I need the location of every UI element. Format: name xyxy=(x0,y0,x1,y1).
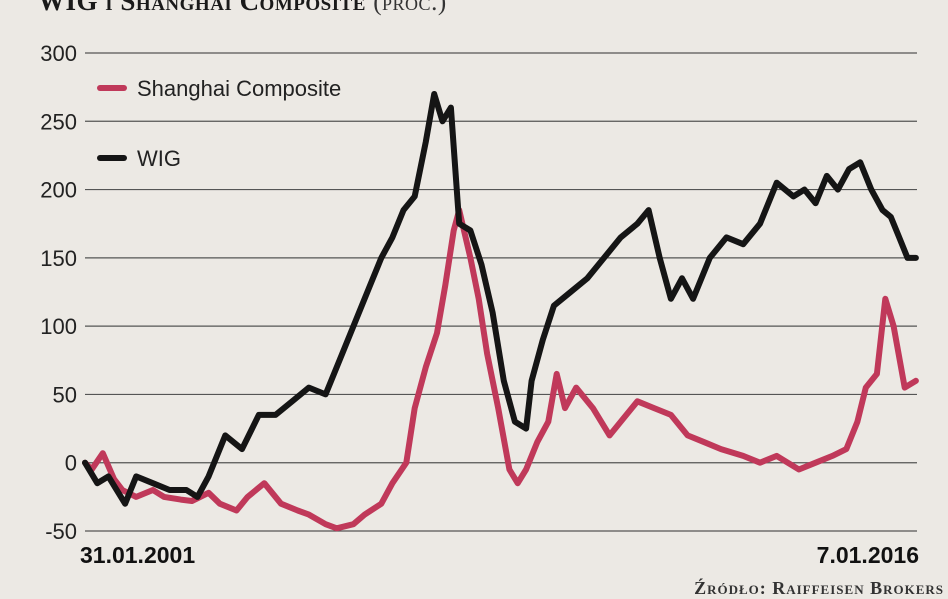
series-line-wig xyxy=(82,91,919,507)
series-line-shanghai-composite xyxy=(82,207,919,532)
x-label-start: 31.01.2001 xyxy=(80,542,195,568)
title-subtitle: (proc.) xyxy=(373,0,447,16)
y-tick-label: 50 xyxy=(53,382,77,407)
title-text: WIG i Shanghai Composite xyxy=(38,0,366,16)
legend-label-wig: WIG xyxy=(137,146,181,171)
chart-title: WIG i Shanghai Composite (proc.) xyxy=(38,0,447,17)
x-label-end: 7.01.2016 xyxy=(817,542,919,568)
y-tick-label: 0 xyxy=(65,451,77,476)
y-tick-label: 300 xyxy=(40,41,77,66)
y-tick-label: 100 xyxy=(40,314,77,339)
legend-label-shanghai-composite: Shanghai Composite xyxy=(137,76,341,101)
y-tick-label: 250 xyxy=(40,109,77,134)
legend: Shanghai Composite WIG xyxy=(97,76,341,171)
y-tick-label: -50 xyxy=(45,519,77,544)
series-group xyxy=(82,91,919,532)
x-axis-labels: 31.01.2001 7.01.2016 xyxy=(80,542,919,568)
grid xyxy=(85,52,917,532)
y-tick-label: 200 xyxy=(40,178,77,203)
y-tick-label: 150 xyxy=(40,246,77,271)
source-note: Źródło: Raiffeisen Brokers xyxy=(694,578,944,598)
y-axis-labels: -50 0 50 100 150 200 250 300 xyxy=(40,41,77,544)
